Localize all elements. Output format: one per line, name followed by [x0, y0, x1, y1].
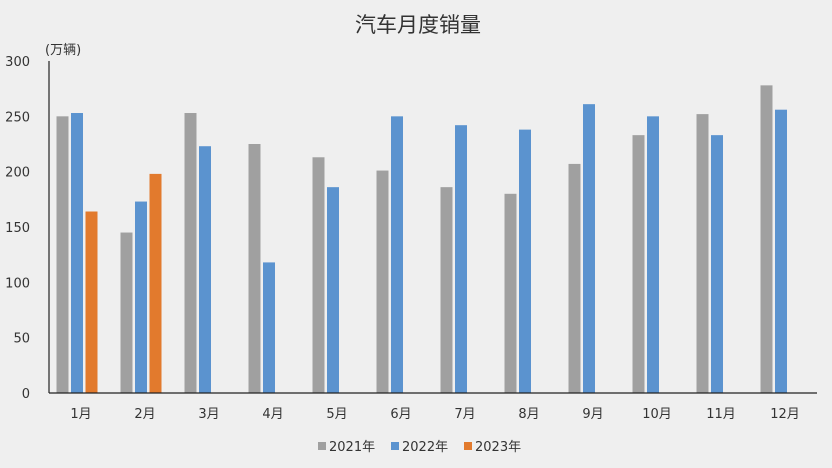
legend-label: 2021年: [329, 440, 375, 455]
legend-label: 2023年: [475, 440, 521, 455]
legend-swatch: [464, 442, 472, 450]
x-tick-label: 11月: [706, 407, 736, 422]
bar-2022年-9月: [583, 104, 595, 393]
x-tick-label: 6月: [390, 407, 411, 422]
y-tick-label: 100: [5, 276, 30, 291]
bar-2021年-3月: [184, 113, 197, 393]
bar-2023年-1月: [85, 211, 98, 393]
x-tick-label: 9月: [582, 407, 603, 422]
bar-2023年-2月: [149, 173, 162, 393]
bar-2021年-7月: [440, 187, 453, 393]
legend-swatch: [391, 442, 399, 450]
bar-2021年-5月: [312, 157, 325, 393]
x-tick-label: 7月: [454, 407, 475, 422]
bar-2022年-10月: [647, 116, 659, 393]
bar-2021年-6月: [376, 170, 389, 393]
chart-title: 汽车月度销量: [355, 13, 481, 37]
bar-2021年-12月: [760, 85, 773, 393]
x-tick-label: 4月: [262, 407, 283, 422]
bar-2021年-8月: [504, 193, 517, 393]
bar-2021年-4月: [248, 144, 261, 393]
bar-2021年-10月: [632, 135, 645, 393]
y-tick-label: 200: [5, 166, 30, 181]
x-tick-label: 5月: [326, 407, 347, 422]
bar-2022年-2月: [135, 201, 147, 393]
bar-2022年-7月: [455, 125, 467, 393]
bar-2022年-12月: [775, 109, 787, 394]
bar-2022年-1月: [71, 113, 83, 393]
bar-2022年-11月: [711, 135, 723, 393]
bar-2021年-11月: [696, 114, 709, 394]
bar-2022年-6月: [391, 116, 403, 393]
x-tick-label: 2月: [134, 407, 155, 422]
legend-swatch: [318, 442, 326, 450]
bar-2022年-3月: [199, 146, 211, 393]
y-tick-label: 50: [13, 332, 30, 347]
x-tick-label: 1月: [70, 407, 91, 422]
bar-2022年-5月: [327, 187, 339, 393]
bar-2021年-1月: [56, 116, 69, 393]
y-tick-label: 150: [5, 221, 30, 236]
y-tick-label: 0: [22, 387, 30, 402]
legend-label: 2022年: [402, 440, 448, 455]
x-tick-label: 10月: [642, 407, 672, 422]
bar-2021年-9月: [568, 163, 581, 393]
x-tick-label: 8月: [518, 407, 539, 422]
y-tick-label: 250: [5, 110, 30, 125]
x-tick-label: 3月: [198, 407, 219, 422]
x-tick-label: 12月: [770, 407, 800, 422]
bar-2022年-4月: [263, 262, 275, 393]
y-axis-unit-label: (万辆): [45, 43, 81, 58]
bar-2021年-2月: [120, 232, 133, 393]
y-tick-label: 300: [5, 55, 30, 70]
bar-2022年-8月: [519, 129, 531, 393]
